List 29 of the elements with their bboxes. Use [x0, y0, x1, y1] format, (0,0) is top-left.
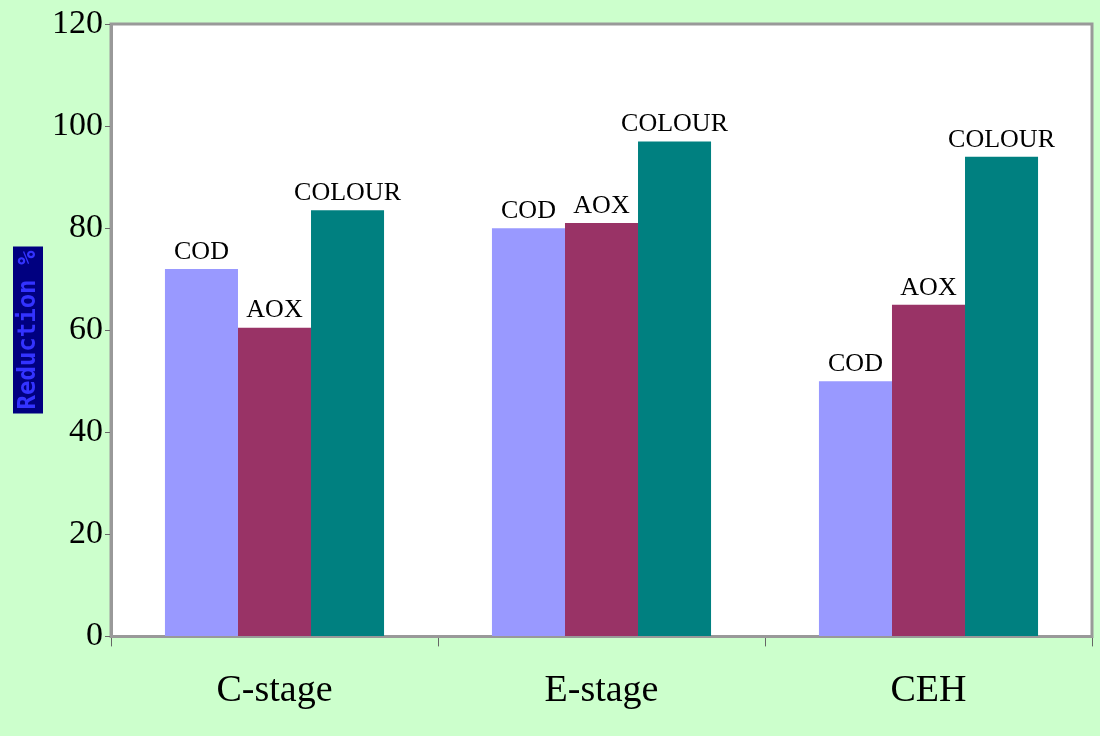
x-tick-label: CEH	[890, 667, 967, 710]
text: AOX	[573, 189, 630, 219]
y-axis-title: Reduction %	[13, 249, 42, 410]
series-label: COD	[174, 235, 229, 265]
bar	[237, 327, 312, 636]
text: COLOUR	[948, 123, 1055, 153]
x-tick-label: C-stage	[216, 667, 333, 710]
text: COLOUR	[621, 108, 728, 138]
text: COD	[828, 348, 883, 378]
y-tick-label: 80	[69, 207, 103, 245]
series-label: AOX	[246, 294, 303, 324]
y-tick-label: 40	[69, 411, 103, 449]
text: COD	[501, 194, 556, 224]
bar	[638, 141, 712, 636]
bar	[164, 268, 238, 636]
bar	[491, 228, 565, 636]
y-tick-label: 100	[52, 104, 103, 142]
y-tick-label: 120	[52, 2, 103, 40]
y-tick-label: 20	[69, 513, 103, 551]
text: AOX	[900, 271, 957, 301]
bar	[311, 210, 385, 636]
bar	[891, 304, 966, 636]
bar	[564, 223, 639, 636]
y-tick-label: 60	[69, 309, 103, 347]
series-label: COLOUR	[294, 177, 402, 207]
bar	[818, 381, 892, 636]
x-tick-label: E-stage	[544, 667, 659, 710]
y-tick-label: 0	[86, 615, 103, 653]
bar	[965, 156, 1039, 636]
